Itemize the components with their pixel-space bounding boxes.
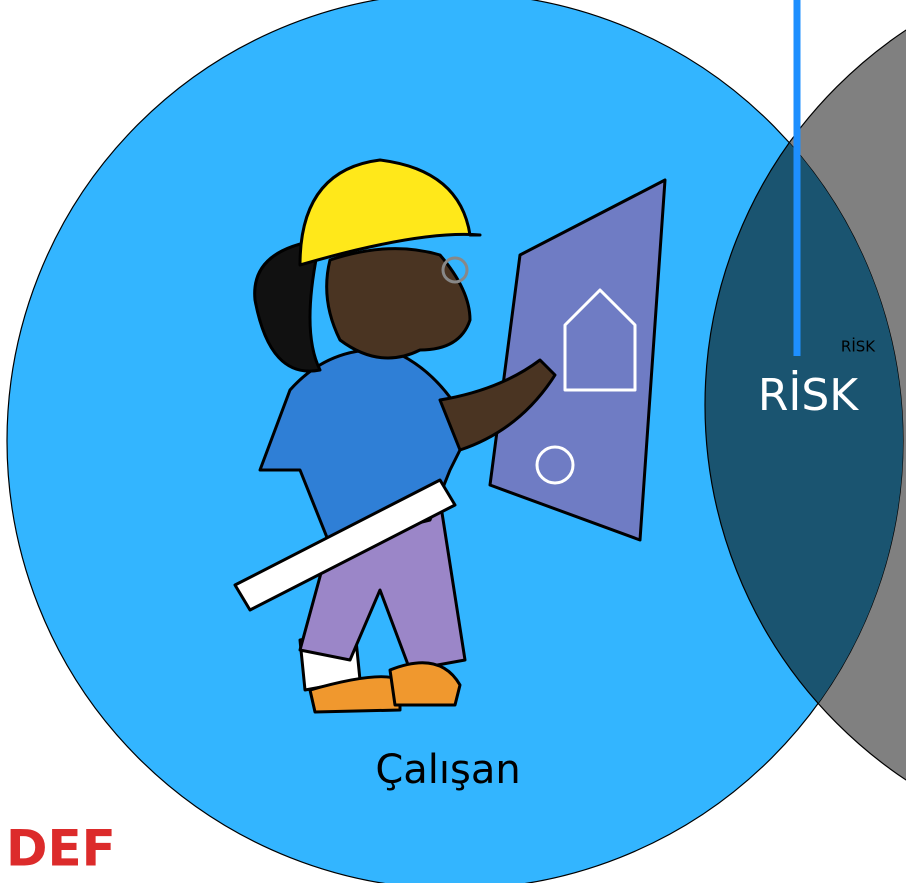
face bbox=[327, 249, 470, 358]
diagram: RİSK RİSK Çalışan DEF bbox=[0, 0, 906, 883]
page: RİSK RİSK Çalışan DEF (() => { const dat… bbox=[0, 0, 906, 883]
worker-label: Çalışan bbox=[375, 747, 520, 793]
corner-label: DEF bbox=[6, 820, 116, 878]
risk-small-label: RİSK bbox=[841, 337, 876, 356]
risk-label: RİSK bbox=[758, 369, 859, 421]
